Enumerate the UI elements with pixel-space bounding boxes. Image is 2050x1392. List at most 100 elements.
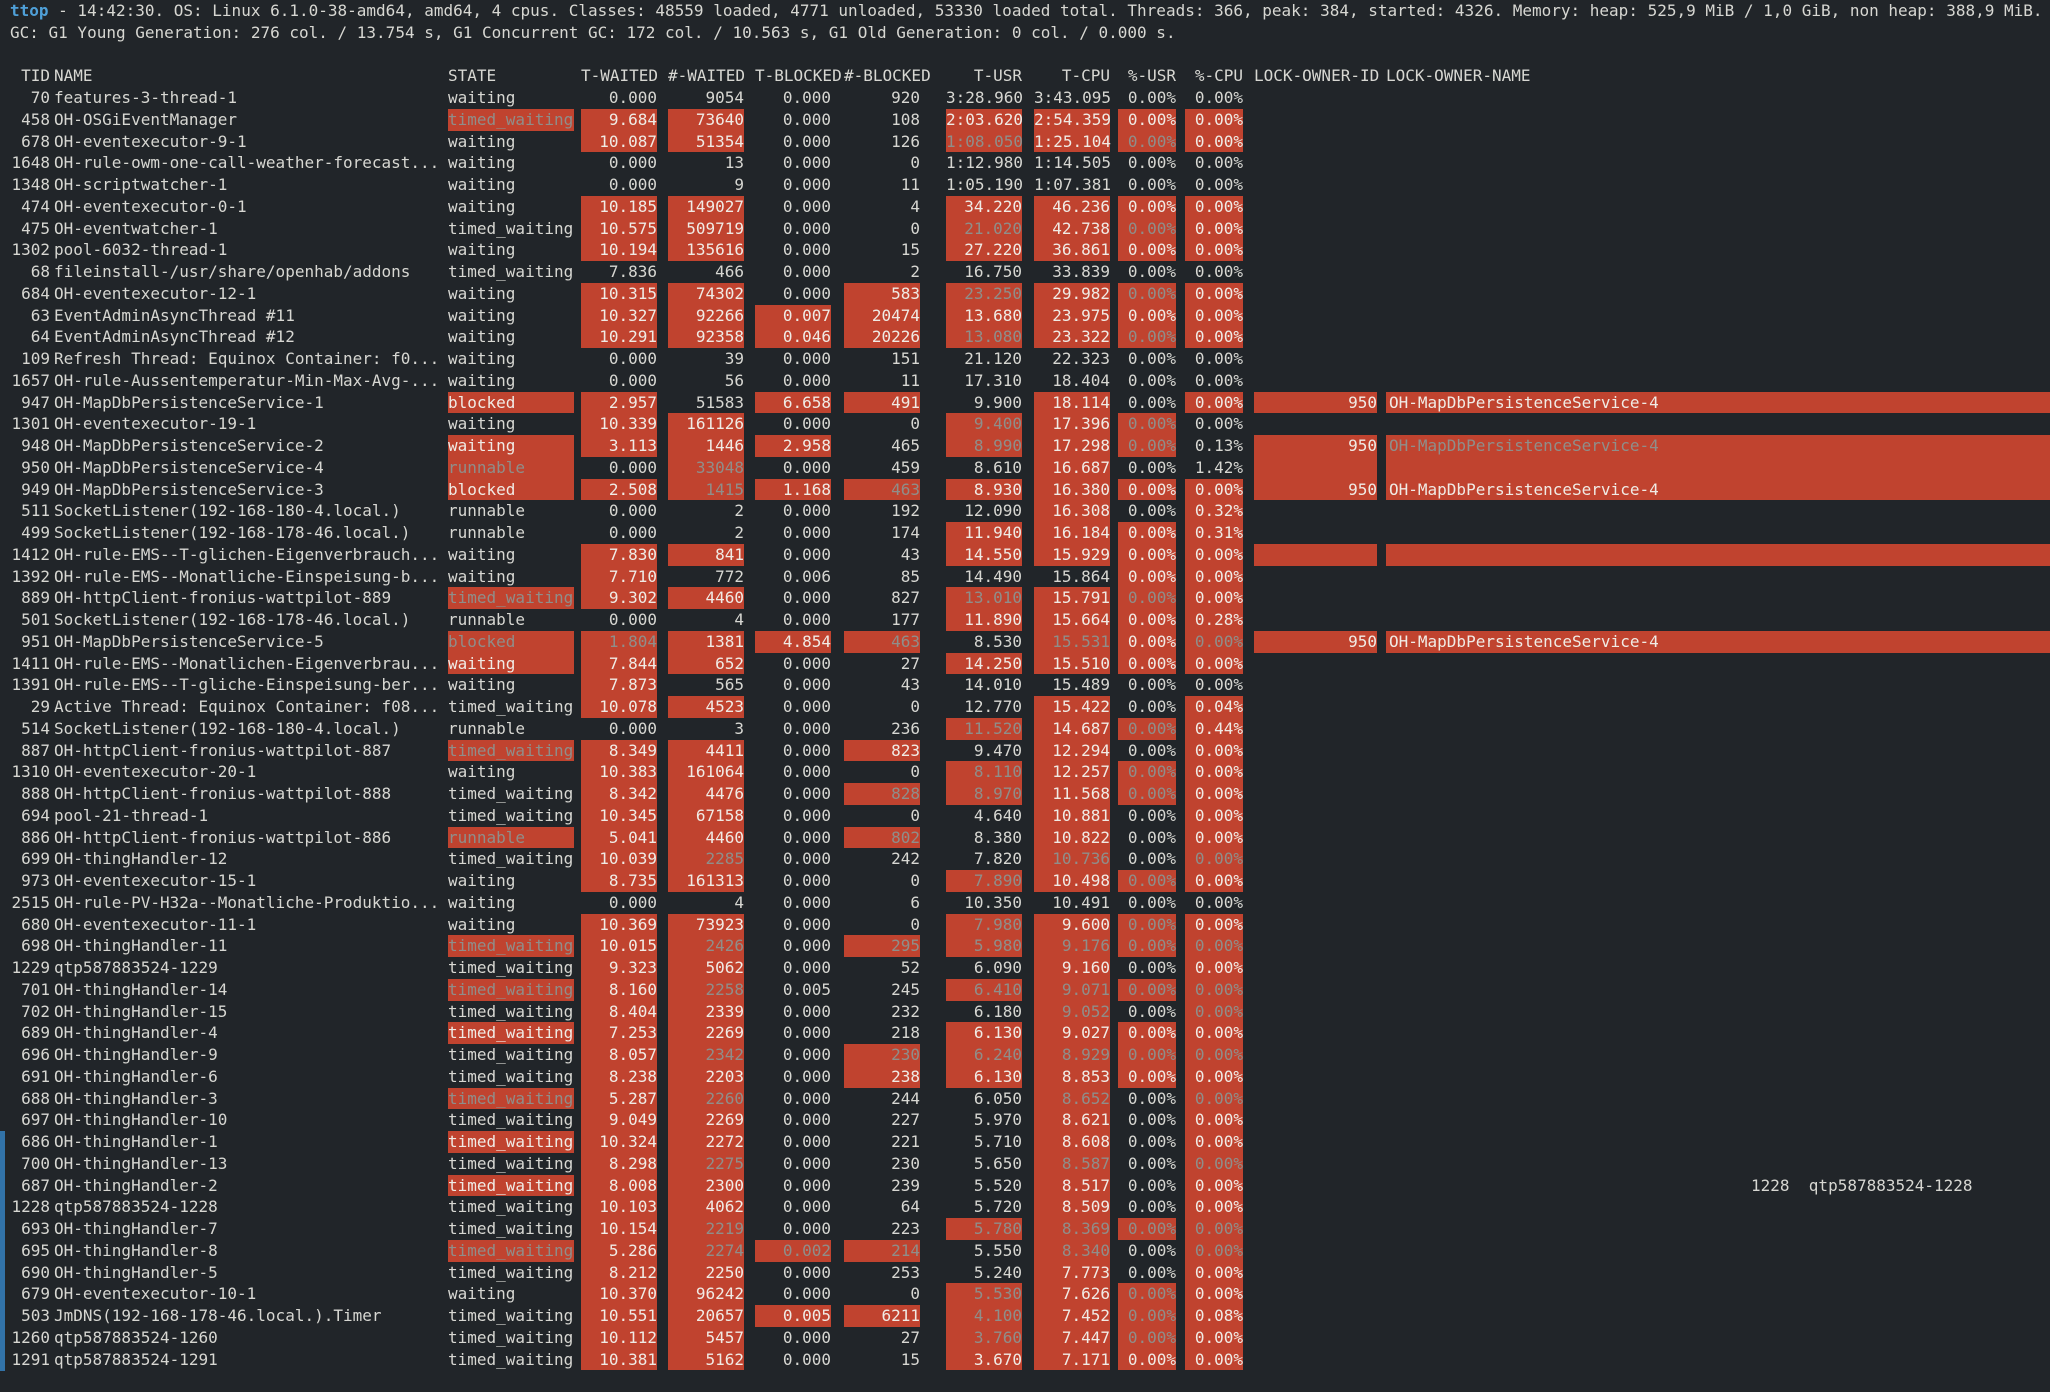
cell-tid: 109 [21, 349, 50, 368]
cell-t-blocked: 0.000 [782, 936, 831, 956]
cell-name: qtp587883524-1260 [54, 1327, 218, 1347]
cell-pct-usr: 0.00% [1127, 1132, 1176, 1151]
cell-t-cpu: 8.587 [1034, 1152, 1110, 1175]
cell-pct-usr: 0.00% [1127, 1240, 1176, 1260]
thread-row: 973 OH-eventexecutor-15-1 waiting 8.735 1613… [0, 870, 2050, 892]
cell-name: OH-MapDbPersistenceService-4 [54, 457, 324, 477]
cell-t-blocked: 0.000 [782, 1175, 831, 1195]
cell-num-waited: 2285 [668, 848, 744, 870]
cell-tid: 888 [21, 784, 50, 803]
cell-num-waited: 161126 [668, 413, 744, 435]
cell-tid: 1648 [11, 153, 50, 173]
cell-num-blocked: 0 [910, 218, 920, 238]
cell-num-blocked: 174 [891, 523, 920, 542]
thread-row: 948 OH-MapDbPersistenceService-2 waiting 3.… [0, 435, 2050, 457]
cell-pct-usr: 0.00% [1118, 282, 1176, 305]
cell-pct-usr: 0.00% [1118, 130, 1176, 153]
cell-pct-cpu: 0.00% [1194, 892, 1243, 912]
cell-t-usr: 6.130 [946, 1065, 1022, 1088]
cell-t-blocked: 0.000 [782, 1132, 831, 1151]
cell-state: waiting [448, 871, 516, 890]
cell-num-waited: 2339 [668, 1000, 744, 1023]
cell-pct-cpu: 0.00% [1185, 1000, 1243, 1023]
cell-num-blocked: 0 [910, 805, 920, 825]
cell-t-cpu: 29.982 [1034, 282, 1110, 305]
cell-name: OH-thingHandler-9 [54, 1045, 218, 1064]
cell-num-waited: 4062 [668, 1196, 744, 1218]
cell-pct-usr: 0.00% [1118, 1218, 1176, 1240]
cell-num-blocked: 227 [891, 1110, 920, 1130]
cell-t-cpu: 3:43.095 [1034, 88, 1112, 107]
cell-pct-cpu: 0.00% [1185, 1196, 1243, 1218]
cell-tid: 701 [21, 979, 50, 999]
cell-t-cpu: 1:14.505 [1034, 153, 1112, 173]
cell-tid: 1291 [11, 1349, 50, 1369]
col-header-state: STATE [448, 66, 497, 86]
cell-t-blocked: 0.000 [782, 653, 831, 673]
cell-num-waited: 2 [734, 501, 744, 521]
thread-row: 1411 OH-rule-EMS--Monatlichen-Eigenverbra… [0, 652, 2050, 675]
cell-num-waited: 73640 [668, 108, 744, 131]
cell-pct-cpu: 0.00% [1185, 1044, 1243, 1066]
cell-num-blocked: 151 [891, 349, 920, 368]
cell-t-cpu: 8.621 [1034, 1109, 1110, 1131]
cell-num-waited: 92358 [668, 326, 744, 348]
thread-row: 499 SocketListener(192-168-178-46.local.)… [0, 522, 2050, 544]
cell-lock-owner-id: 950 [1254, 435, 1377, 457]
thread-row: 2515 OH-rule-PV-H32a--Monatliche-Produkti… [0, 892, 2050, 914]
cell-t-usr: 8.110 [946, 761, 1022, 783]
thread-row: 475 OH-eventwatcher-1 timed_waiting 10.575 5… [0, 217, 2050, 240]
cell-pct-usr: 0.00% [1127, 1175, 1176, 1195]
scrollbar-thumb[interactable] [0, 1131, 5, 1371]
cell-num-blocked: 4 [910, 196, 920, 216]
system-info-text: - 14:42:30. OS: Linux 6.1.0-38-amd64, am… [48, 1, 2043, 20]
cell-pct-usr: 0.00% [1127, 1001, 1176, 1021]
cell-pct-cpu: 0.00% [1194, 262, 1243, 281]
cell-num-waited: 20657 [668, 1305, 744, 1327]
cell-name: OH-MapDbPersistenceService-2 [54, 436, 324, 455]
cell-t-blocked: 0.000 [782, 762, 831, 782]
cell-t-waited: 8.349 [581, 739, 657, 762]
cell-pct-cpu: 0.00% [1185, 913, 1243, 936]
cell-state: runnable [448, 456, 574, 479]
cell-t-usr: 7.820 [973, 849, 1022, 869]
cell-pct-cpu: 0.00% [1185, 848, 1243, 870]
cell-pct-usr: 0.00% [1118, 195, 1176, 218]
cell-name: OH-thingHandler-3 [54, 1088, 218, 1108]
thread-row: 511 SocketListener(192-168-180-4.local.) r… [0, 500, 2050, 522]
cell-pct-cpu: 0.00% [1194, 675, 1243, 695]
cell-pct-cpu: 1.42% [1194, 457, 1243, 477]
cell-state: runnable [448, 610, 526, 629]
thread-row: 695 OH-thingHandler-8 timed_waiting 5.286 22… [0, 1239, 2050, 1262]
cell-state: timed_waiting [448, 1110, 574, 1130]
cell-t-waited: 3.113 [581, 435, 657, 457]
cell-name: fileinstall-/usr/share/openhab/addons [54, 262, 411, 281]
cell-state: waiting [448, 652, 574, 675]
cell-num-blocked: 11 [900, 370, 920, 390]
cell-t-blocked: 0.046 [755, 326, 831, 348]
cell-t-usr: 5.530 [946, 1283, 1022, 1305]
cell-num-waited: 2250 [668, 1261, 744, 1284]
cell-t-blocked: 0.002 [755, 1239, 831, 1262]
cell-t-cpu: 8.608 [1034, 1131, 1110, 1153]
cell-t-blocked: 0.005 [782, 979, 831, 999]
cell-t-cpu: 8.517 [1034, 1174, 1110, 1197]
cell-t-waited: 0.000 [608, 153, 657, 173]
cell-t-waited: 0.000 [608, 349, 657, 368]
cell-state: timed_waiting [448, 697, 574, 716]
cell-t-usr: 5.970 [973, 1110, 1022, 1130]
cell-tid: 687 [21, 1175, 50, 1195]
cell-state: blocked [448, 478, 574, 501]
cell-state: timed_waiting [448, 1239, 574, 1262]
cell-num-blocked: 20474 [844, 304, 920, 327]
cell-pct-usr: 0.00% [1127, 827, 1176, 847]
cell-t-cpu: 42.738 [1034, 217, 1110, 240]
cell-pct-usr: 0.00% [1118, 217, 1176, 240]
cell-tid: 1260 [11, 1327, 50, 1347]
cell-num-waited: 3 [734, 718, 744, 738]
cell-t-blocked: 0.000 [782, 240, 831, 260]
cell-pct-cpu: 0.00% [1185, 739, 1243, 762]
cell-pct-cpu: 0.00% [1185, 935, 1243, 957]
thread-row: 688 OH-thingHandler-3 timed_waiting 5.287 22… [0, 1087, 2050, 1110]
